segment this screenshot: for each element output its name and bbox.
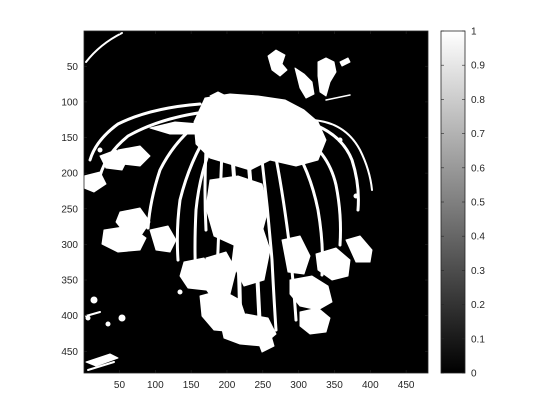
x-tick-label: 350 <box>326 380 343 391</box>
colorbar-tick-label: 0.8 <box>471 95 485 106</box>
y-tick-label: 400 <box>61 311 78 322</box>
y-tick-label: 50 <box>67 62 79 73</box>
image-axes-frame <box>83 30 429 374</box>
x-tick-label: 250 <box>254 380 271 391</box>
x-tick-label: 50 <box>114 380 126 391</box>
y-tick-label: 350 <box>61 276 78 287</box>
colorbar: 0 0.1 0.2 0.3 0.4 0.5 0.6 0.7 0.8 0.9 1 <box>440 27 485 380</box>
colorbar-tick-label: 1 <box>471 27 477 38</box>
y-tick-label: 300 <box>61 240 78 251</box>
colorbar-gradient <box>440 30 466 374</box>
colorbar-tick-label: 0 <box>471 369 477 380</box>
colorbar-tick-label: 0.6 <box>471 163 485 174</box>
colorbar-tick-label: 0.7 <box>471 129 485 140</box>
mask-image <box>84 31 428 373</box>
x-tick-label: 100 <box>147 380 164 391</box>
x-tick-label: 450 <box>398 380 415 391</box>
colorbar-tick-label: 0.2 <box>471 300 485 311</box>
colorbar-tick-label: 0.5 <box>471 198 485 209</box>
y-tick-label: 100 <box>61 97 78 108</box>
y-axis: 50 100 150 200 250 300 350 400 450 <box>61 62 428 358</box>
y-tick-label: 250 <box>61 204 78 215</box>
colorbar-tick-label: 0.9 <box>471 61 485 72</box>
colorbar-tick-label: 0.4 <box>471 232 485 243</box>
y-tick-label: 150 <box>61 133 78 144</box>
plant-mask-shapes <box>84 32 373 371</box>
x-tick-label: 150 <box>183 380 200 391</box>
x-tick-label: 400 <box>362 380 379 391</box>
y-tick-label: 200 <box>61 169 78 180</box>
y-tick-label: 450 <box>61 347 78 358</box>
colorbar-tick-label: 0.1 <box>471 334 485 345</box>
x-tick-label: 300 <box>290 380 307 391</box>
x-tick-label: 200 <box>219 380 236 391</box>
colorbar-tick-label: 0.3 <box>471 266 485 277</box>
colorbar-ticks: 0 0.1 0.2 0.3 0.4 0.5 0.6 0.7 0.8 0.9 1 <box>441 27 485 380</box>
x-axis: 50 100 150 200 250 300 350 400 450 <box>114 31 415 391</box>
